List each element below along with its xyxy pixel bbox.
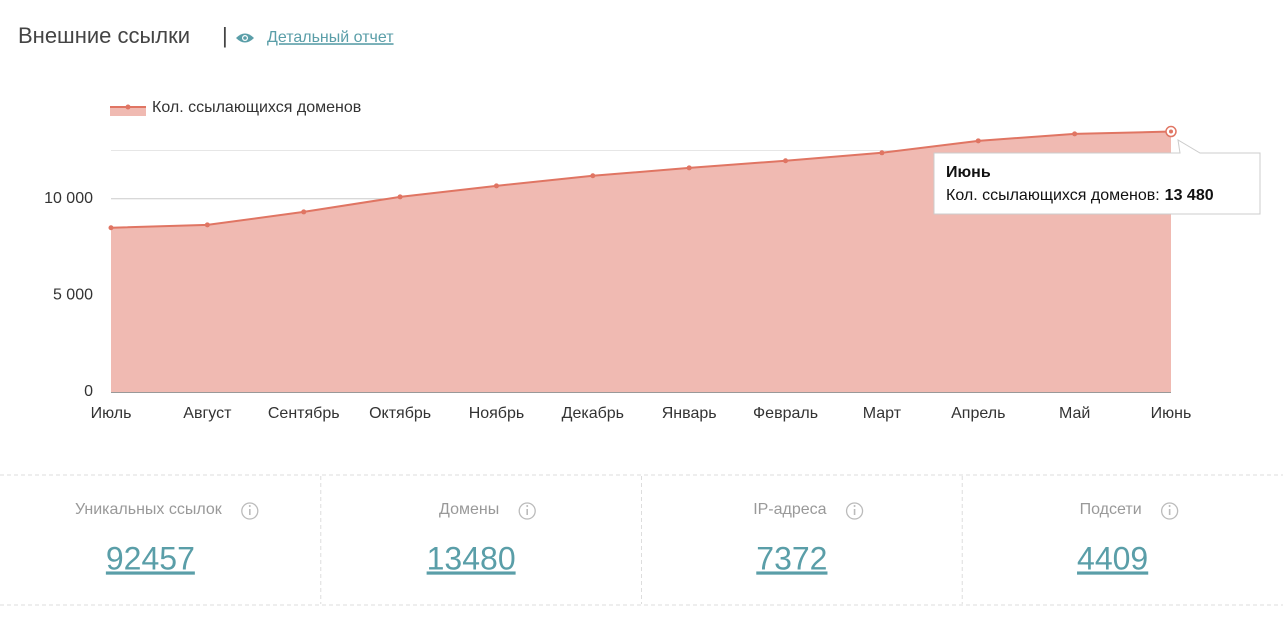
line [110,130,1172,229]
page-title: Внешние ссылки [18,23,190,48]
point [975,138,981,144]
tooltip: Июнь Кол. ссылающихся доменов: 13 480 [933,139,1261,215]
x-tick-label: Ноябрь [469,405,525,422]
detail-link[interactable]: Детальный отчет [267,29,394,46]
point [204,222,210,228]
x-tick-label: Июнь [1151,405,1192,422]
tooltip-title: Июнь [946,164,991,181]
info-icon [1160,502,1179,520]
info-icon [241,502,259,520]
legend-fill [110,107,146,116]
point [301,209,307,215]
stat-value[interactable]: 4409 [1077,540,1148,576]
info-icon-dot [853,505,856,507]
y-tick-label: 10 000 [44,190,93,207]
info-icon-dot [526,505,529,507]
separator: | [222,23,228,48]
tooltip-label: Кол. ссылающихся доменов: [946,187,1160,204]
point [108,225,114,231]
x-tick-label: Май [1059,405,1090,422]
tooltip-value: 13 480 [1165,187,1214,204]
stat-value[interactable]: 92457 [106,540,195,576]
info-icon [518,502,536,520]
info-icon-dot [1168,505,1171,507]
x-tick-label: Июль [91,405,132,422]
tooltip-box [933,139,1261,215]
info-icon-dot [248,505,251,507]
stat-value[interactable]: 7372 [756,540,827,576]
point [686,165,692,171]
x-tick-label: Апрель [951,405,1005,422]
stat-label: IP-адреса [753,501,826,518]
eye-icon [236,33,254,43]
point [590,173,596,179]
stat-label: Домены [439,501,499,518]
x-tick-label: Октябрь [369,405,431,422]
x-tick-label: Сентябрь [268,405,340,422]
y-tick-label: 0 [84,383,93,400]
legend-dot [125,104,131,110]
stat-label: Подсети [1080,501,1142,518]
stat-label: Уникальных ссылок [75,501,223,518]
point [1072,131,1078,137]
point [397,194,403,200]
point [783,158,789,164]
x-tick-label: Январь [662,405,717,422]
info-icon [845,502,864,520]
tooltip-text: Кол. ссылающихся доменов: 13 480 [946,187,1214,204]
point [879,150,885,156]
x-tick-label: Март [863,405,902,422]
x-tick-label: Август [183,405,232,422]
legend: Кол. ссылающихся доменов [110,99,361,116]
stat-value[interactable]: 13480 [427,540,516,576]
point [493,183,499,189]
y-tick-label: 5 000 [53,287,93,304]
hover-dot [1169,129,1173,134]
x-tick-label: Декабрь [562,405,624,422]
x-tick-label: Февраль [753,405,818,422]
area [111,131,1171,392]
legend-label: Кол. ссылающихся доменов [152,99,361,116]
